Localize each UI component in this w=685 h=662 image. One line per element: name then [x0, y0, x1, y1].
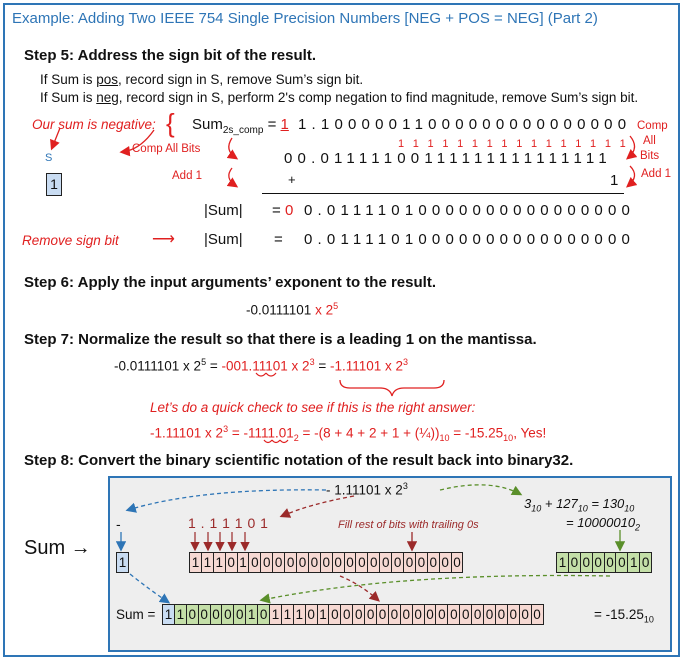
final-decimal-value: = -15.2510 — [594, 607, 654, 625]
quick-check-expression: -1.11101 x 23 = -1111.012 = -(8 + 4 + 2 … — [150, 424, 547, 444]
step7-normalize: -0.0111101 x 25 = -001.11101 x 23 = -1.1… — [114, 357, 409, 374]
arrow-comp-right — [626, 135, 638, 160]
comp-all-bits-label: Comp All Bits — [132, 143, 201, 155]
arrow-add-left — [226, 167, 239, 188]
our-sum-negative-note: Our sum is negative: — [32, 117, 156, 132]
sign-minus: - — [116, 516, 121, 532]
abs-sum-value: = 0 — [272, 202, 294, 219]
abs-sum-eq-2: = — [274, 231, 283, 248]
shift-arrows-2 — [263, 439, 289, 444]
sum-2s-comp: Sum2s_comp = 1 — [192, 116, 289, 136]
add1-right-label: Add 1 — [641, 168, 672, 180]
shift-arrows — [255, 372, 277, 377]
comp-right-label-1: Comp — [637, 120, 668, 132]
comp-right-label-2: All — [643, 135, 656, 147]
step6-expression: -0.0111101 x 25 — [246, 301, 339, 318]
comp-right-label-3: Bits — [640, 150, 660, 162]
step5-rule-neg: If Sum is neg, record sign in S, perform… — [40, 90, 639, 105]
slide-frame — [3, 3, 680, 657]
curly-brace-icon: { — [166, 108, 175, 138]
sign-bit-cell: 1 — [116, 552, 129, 573]
fill-trailing-zeros-note: Fill rest of bits with trailing 0s — [338, 519, 479, 531]
sum-arrow-label: Sum → — [24, 537, 91, 559]
exponent-bit-cell: 0 — [591, 552, 605, 573]
addition-rule — [262, 193, 624, 194]
final-mantissa-bit-cell: 0 — [530, 604, 544, 625]
step5-rule-pos: If Sum is pos, record sign in S, remove … — [40, 72, 364, 87]
binary-sci-notation: - 1.11101 x 23 — [326, 481, 408, 498]
mantissa-digit-arrows — [190, 532, 250, 552]
exponent-bias-calc: 310 + 12710 = 13010 — [524, 496, 635, 514]
abs-sum-label-2: |Sum| — [204, 231, 243, 248]
carry-row: 1 1 1 1 1 1 1 1 1 1 1 1 1 1 1 1 — [398, 138, 629, 150]
sum-2s-comp-bits: 1.10000011000000000000000 — [298, 116, 632, 133]
darkred-arrow-mantissa — [279, 495, 355, 518]
abs-sum-bits-2: 0.01111010000000000000000 — [304, 231, 636, 248]
add1-left-label: Add 1 — [172, 170, 203, 182]
arrow-add-right — [626, 165, 638, 188]
darkred-arrow-final — [339, 575, 380, 602]
mantissa-bit-cell: 0 — [284, 552, 298, 573]
blue-arrow-sign — [125, 489, 327, 513]
exponent-bit-cell: 0 — [639, 552, 653, 573]
normalize-brace — [339, 379, 445, 397]
mantissa-bit-cell: 0 — [450, 552, 464, 573]
final-exponent-bit-cell: 0 — [233, 604, 247, 625]
quick-check-note: Let’s do a quick check to see if this is… — [150, 400, 476, 415]
green-arrow-exp — [439, 484, 523, 496]
blue-arrow-final — [129, 573, 171, 604]
arrow-comp-left — [226, 137, 239, 160]
final-mantissa-bit-cell: 0 — [387, 604, 401, 625]
long-arrow-right-icon: ⟶ — [152, 231, 175, 248]
exponent-bit-cell: 0 — [615, 552, 629, 573]
step8-heading: Step 8: Convert the binary scientific no… — [24, 452, 574, 469]
add-one-value: 1 — [610, 172, 619, 189]
step6-heading: Step 6: Apply the input arguments’ expon… — [24, 274, 436, 291]
slide-title: Example: Adding Two IEEE 754 Single Prec… — [12, 10, 598, 27]
remove-sign-bit-note: Remove sign bit — [22, 233, 119, 248]
green-arrow-final — [259, 574, 611, 604]
abs-sum-bits: 0.01111010000000000000000 — [304, 202, 636, 219]
exponent-binary: = 100000102 — [566, 515, 641, 533]
mantissa-digits: 1 . 1 1 1 0 1 — [188, 515, 269, 531]
step5-heading: Step 5: Address the sign bit of the resu… — [24, 47, 316, 64]
step7-heading: Step 7: Normalize the result so that the… — [24, 331, 537, 348]
arrow-our-sum — [119, 129, 155, 157]
arrow-to-s — [50, 127, 61, 151]
final-mantissa-bit-cell: 0 — [304, 604, 318, 625]
sign-cell-row: 1 — [116, 552, 129, 573]
mantissa-bit-cell: 0 — [391, 552, 405, 573]
plus-sign: + — [288, 172, 296, 187]
abs-sum-label: |Sum| — [204, 202, 243, 219]
s-label: S — [45, 152, 53, 164]
complemented-bits: 00.01111100111111111111111 — [284, 150, 612, 167]
final-sum-label: Sum = — [116, 607, 156, 622]
s-sign-box: 1 — [46, 173, 62, 196]
